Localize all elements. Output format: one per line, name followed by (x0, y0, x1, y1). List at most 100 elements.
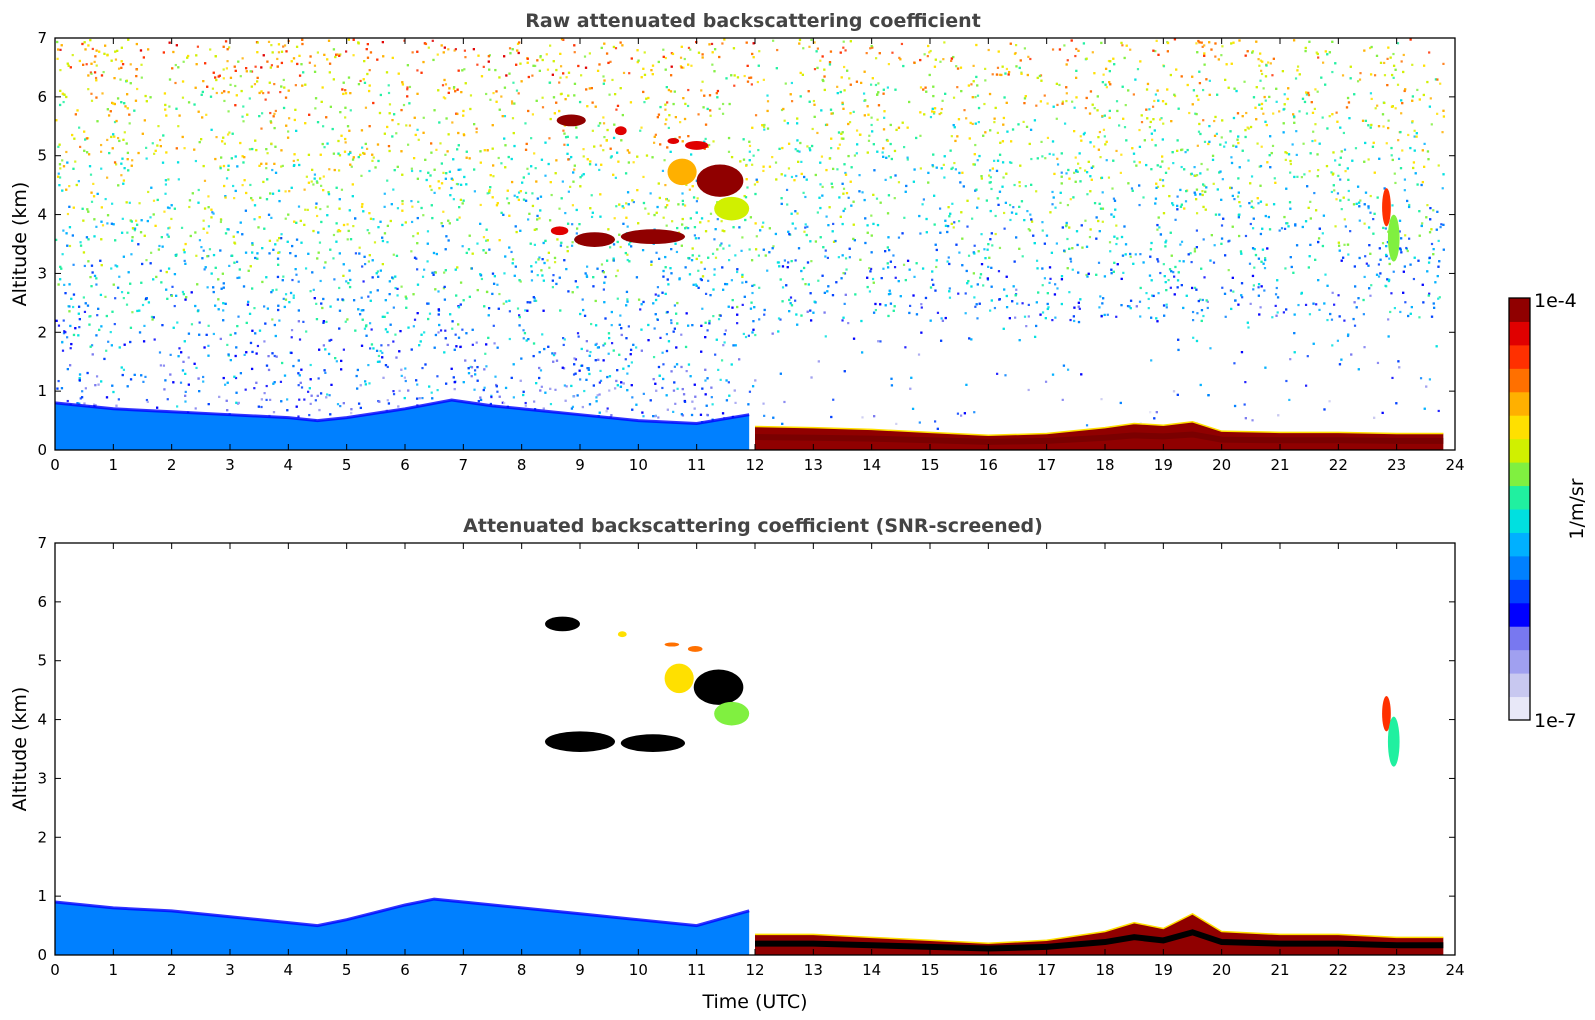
x-tick-label: 23 (1387, 961, 1406, 979)
cloud-patch (664, 642, 680, 647)
colorbar-scale (1509, 298, 1530, 721)
x-tick-label: 9 (575, 961, 585, 979)
x-tick-label: 17 (1037, 961, 1056, 979)
x-axis-label: Time (UTC) (701, 991, 807, 1013)
y-tick-label: 7 (37, 534, 47, 552)
y-tick-label: 1 (37, 887, 47, 905)
x-tick-label: 1 (109, 456, 119, 474)
x-tick-label: 24 (1445, 961, 1464, 979)
x-tick-label: 7 (459, 456, 469, 474)
x-tick-label: 18 (1095, 961, 1114, 979)
cloud-patch (714, 196, 750, 221)
y-axis-label-raw: Altitude (km) (9, 182, 31, 307)
layer-edge-boundary_layer_morning (54, 897, 750, 928)
x-tick-label: 8 (517, 456, 527, 474)
layer-edge-aerosol_layer_afternoon (754, 420, 1444, 437)
x-tick-label: 0 (50, 456, 60, 474)
cloud-patch (617, 631, 627, 638)
y-tick-label: 1 (37, 382, 47, 400)
x-tick-label: 19 (1154, 456, 1173, 474)
cloud-patch (664, 663, 694, 694)
cloud-patch (615, 126, 627, 136)
cloud-patch (620, 229, 686, 244)
cloud-patch (550, 226, 569, 236)
colorbar-step (1509, 555, 1530, 580)
x-tick-label: 22 (1329, 961, 1348, 979)
cloud-patch (545, 616, 580, 632)
colorbar-step (1509, 696, 1530, 721)
x-tick-label: 9 (575, 456, 585, 474)
y-tick-label: 6 (37, 88, 47, 106)
colorbar-step (1509, 321, 1530, 346)
y-tick-label: 2 (37, 323, 47, 341)
x-axis-ticks-raw: 0 1 2 3 4 5 6 7 8 9 10 11 12 13 14 15 16 17 18 19 20 21 22 23 24 (50, 38, 1465, 474)
colorbar-step (1509, 602, 1530, 627)
y-tick-label: 7 (37, 29, 47, 47)
cloud-patch (620, 734, 686, 752)
layer-edge-aerosol_layer_afternoon (755, 912, 1444, 944)
y-tick-label: 3 (37, 769, 47, 787)
x-tick-label: 15 (920, 456, 939, 474)
layer-core-aerosol_layer_afternoon (754, 431, 1444, 445)
colorbar-step (1509, 532, 1530, 557)
cloud-patch (1382, 696, 1391, 732)
colorbar-step (1509, 391, 1530, 416)
raw-heatmap-area (54, 38, 1455, 450)
x-tick-label: 11 (687, 961, 706, 979)
y-tick-label: 2 (37, 828, 47, 846)
colorbar: 1e-4 1e-7 1/m/sr (1508, 290, 1588, 732)
y-tick-label: 0 (37, 946, 47, 964)
y-axis-label-screened: Altitude (km) (9, 687, 31, 812)
x-tick-label: 6 (400, 961, 410, 979)
cloud-patch (1387, 716, 1400, 767)
layer-core-aerosol_layer_afternoon (755, 929, 1444, 952)
cloud-patch (574, 232, 615, 247)
x-tick-label: 6 (400, 456, 410, 474)
y-tick-label: 6 (37, 593, 47, 611)
x-tick-label: 21 (1270, 456, 1289, 474)
x-tick-label: 1 (109, 961, 119, 979)
x-tick-label: 8 (517, 961, 527, 979)
plot-background (55, 543, 1455, 955)
screened-heatmap-area (54, 543, 1455, 955)
colorbar-min-label: 1e-7 (1534, 710, 1577, 732)
y-tick-label: 4 (37, 206, 47, 224)
screened-backscatter-panel: Attenuated backscattering coefficient (S… (9, 515, 1465, 1013)
raw-backscatter-panel: Raw attenuated backscattering coefficien… (9, 10, 1465, 474)
x-tick-label: 14 (862, 456, 881, 474)
x-tick-label: 22 (1329, 456, 1348, 474)
cloud-patch (693, 669, 744, 705)
y-tick-label: 5 (37, 147, 47, 165)
panel-title-raw: Raw attenuated backscattering coefficien… (525, 10, 981, 32)
x-tick-label: 3 (225, 456, 235, 474)
colorbar-step (1509, 485, 1530, 510)
cloud-patch (1387, 214, 1400, 262)
x-tick-label: 16 (979, 961, 998, 979)
colorbar-step (1509, 579, 1530, 604)
y-axis-ticks-raw: 0 1 2 3 4 5 6 7 (37, 29, 1455, 459)
cloud-patch (667, 138, 680, 144)
cloud-patch (545, 731, 615, 752)
x-tick-label: 7 (459, 961, 469, 979)
layer-boundary_layer_morning (55, 399, 750, 450)
x-tick-label: 20 (1212, 961, 1231, 979)
x-tick-label: 5 (342, 961, 352, 979)
x-tick-label: 3 (225, 961, 235, 979)
cloud-patch (685, 141, 709, 150)
colorbar-step (1509, 344, 1530, 369)
colorbar-step (1509, 298, 1530, 322)
cloud-patch (667, 158, 697, 186)
y-tick-label: 4 (37, 711, 47, 729)
cloud-patch (696, 164, 744, 197)
x-tick-label: 5 (342, 456, 352, 474)
x-tick-label: 23 (1387, 456, 1406, 474)
x-axis-ticks-screened: 0 1 2 3 4 5 6 7 8 9 10 11 12 13 14 15 16 17 18 19 20 21 22 23 24 (50, 543, 1465, 979)
x-tick-label: 0 (50, 961, 60, 979)
x-tick-label: 17 (1037, 456, 1056, 474)
y-tick-label: 5 (37, 652, 47, 670)
x-tick-label: 16 (979, 456, 998, 474)
colorbar-max-label: 1e-4 (1534, 290, 1577, 312)
x-tick-label: 12 (745, 961, 764, 979)
y-axis-ticks-screened: 0 1 2 3 4 5 6 7 (37, 534, 1455, 964)
